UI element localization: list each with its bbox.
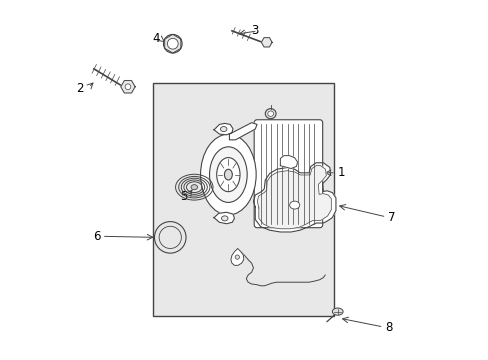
Text: 8: 8: [384, 321, 392, 334]
Ellipse shape: [265, 109, 276, 119]
Ellipse shape: [167, 39, 178, 49]
Ellipse shape: [267, 111, 273, 116]
Ellipse shape: [163, 35, 182, 53]
Text: 6: 6: [93, 230, 100, 243]
Polygon shape: [121, 81, 135, 93]
Ellipse shape: [125, 84, 131, 90]
Text: 4: 4: [152, 32, 160, 45]
FancyBboxPatch shape: [254, 120, 322, 228]
Text: 2: 2: [76, 82, 83, 95]
Ellipse shape: [289, 201, 299, 209]
Polygon shape: [261, 38, 271, 47]
Ellipse shape: [200, 134, 256, 215]
Text: 3: 3: [251, 24, 258, 37]
Ellipse shape: [216, 158, 240, 192]
Ellipse shape: [191, 185, 197, 190]
Ellipse shape: [221, 216, 227, 221]
Ellipse shape: [220, 127, 226, 132]
Text: 1: 1: [337, 166, 345, 179]
Ellipse shape: [235, 255, 239, 259]
Text: 5: 5: [180, 190, 187, 203]
Polygon shape: [253, 163, 335, 232]
Polygon shape: [229, 123, 257, 140]
Polygon shape: [280, 156, 297, 168]
Ellipse shape: [224, 169, 232, 180]
Polygon shape: [257, 166, 330, 229]
Ellipse shape: [332, 308, 343, 315]
Text: 7: 7: [387, 211, 395, 224]
Ellipse shape: [209, 147, 247, 202]
Bar: [153, 83, 333, 316]
Polygon shape: [214, 123, 233, 135]
Polygon shape: [214, 212, 234, 224]
Polygon shape: [230, 249, 244, 265]
